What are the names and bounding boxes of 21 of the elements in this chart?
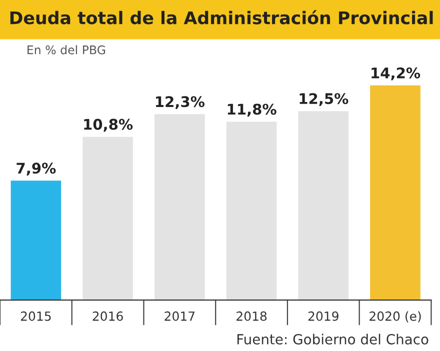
data-label: 10,8%	[84, 118, 133, 132]
chart-title: Deuda total de la Administración Provincial	[10, 10, 433, 24]
bar	[154, 114, 205, 300]
x-tick-label: 2015	[20, 311, 51, 321]
data-label: 11,8%	[228, 104, 276, 117]
bar	[370, 85, 420, 300]
x-tick-label: 2018	[236, 311, 267, 321]
source-note: Fuente: Gobierno del Chaco	[237, 334, 428, 344]
x-tick-label: 2020 (e)	[370, 311, 421, 322]
bar	[226, 122, 277, 300]
bar	[10, 180, 62, 300]
data-label: 14,2%	[372, 67, 420, 80]
data-label: 12,3%	[156, 96, 204, 110]
data-label: 12,5%	[300, 93, 348, 106]
x-tick-label: 2017	[164, 311, 195, 321]
bar	[82, 136, 133, 300]
x-tick-label: 2016	[92, 311, 123, 321]
chart-subtitle: En % del PBG	[28, 45, 106, 54]
data-label: 7,9%	[16, 162, 56, 176]
x-tick-label: 2019	[308, 311, 338, 321]
bar	[298, 111, 349, 300]
